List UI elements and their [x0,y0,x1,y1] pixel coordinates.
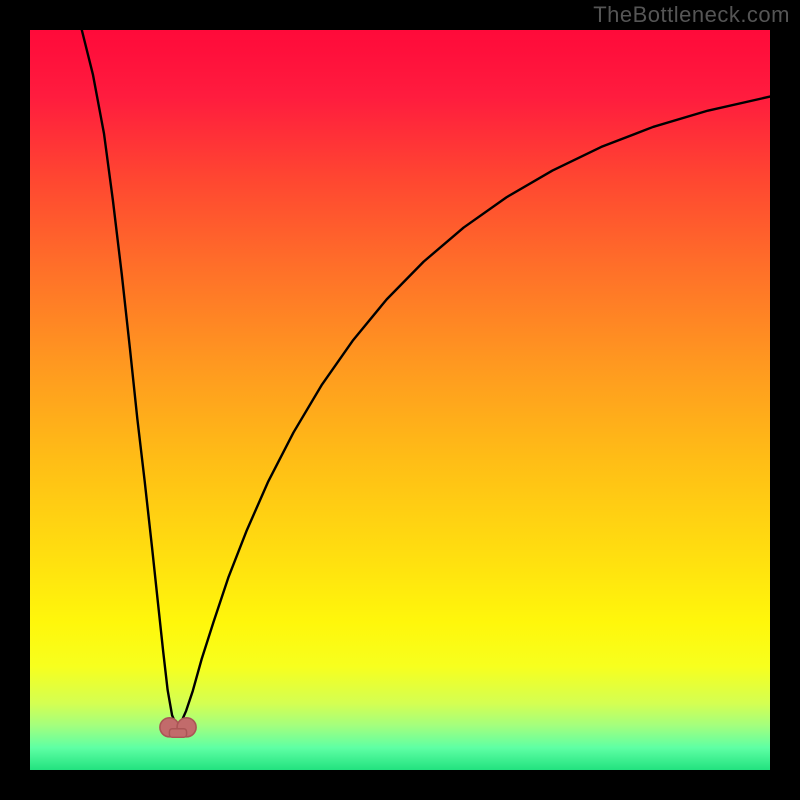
chart-container: TheBottleneck.com [0,0,800,800]
gradient-background [30,30,770,770]
watermark-label: TheBottleneck.com [593,2,790,28]
chart-svg [0,0,800,800]
